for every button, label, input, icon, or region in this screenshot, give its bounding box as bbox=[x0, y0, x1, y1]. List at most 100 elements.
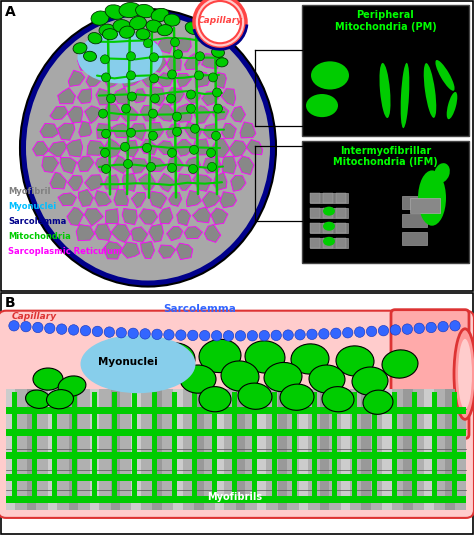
Polygon shape bbox=[213, 172, 227, 190]
Polygon shape bbox=[201, 91, 219, 105]
Polygon shape bbox=[150, 123, 164, 140]
Polygon shape bbox=[130, 158, 148, 173]
Bar bbox=[299, 389, 308, 510]
Polygon shape bbox=[50, 172, 67, 189]
Ellipse shape bbox=[51, 473, 57, 480]
Ellipse shape bbox=[309, 365, 345, 393]
Ellipse shape bbox=[71, 452, 78, 457]
Polygon shape bbox=[48, 141, 67, 157]
Ellipse shape bbox=[391, 452, 398, 457]
Ellipse shape bbox=[191, 430, 198, 435]
Bar bbox=[332, 392, 337, 503]
Polygon shape bbox=[42, 156, 59, 172]
Ellipse shape bbox=[391, 407, 398, 413]
Ellipse shape bbox=[136, 4, 155, 18]
Polygon shape bbox=[86, 71, 103, 87]
Ellipse shape bbox=[430, 430, 438, 435]
Polygon shape bbox=[177, 174, 192, 190]
Ellipse shape bbox=[91, 473, 98, 480]
Polygon shape bbox=[33, 141, 49, 156]
Ellipse shape bbox=[130, 430, 137, 435]
Ellipse shape bbox=[91, 496, 98, 502]
Ellipse shape bbox=[230, 473, 237, 480]
Polygon shape bbox=[113, 88, 128, 104]
Polygon shape bbox=[184, 52, 201, 70]
Ellipse shape bbox=[26, 15, 270, 280]
Ellipse shape bbox=[198, 28, 212, 40]
Ellipse shape bbox=[119, 26, 135, 39]
Text: B: B bbox=[5, 296, 16, 310]
Polygon shape bbox=[60, 157, 77, 174]
Ellipse shape bbox=[10, 496, 18, 502]
Circle shape bbox=[330, 328, 341, 339]
Polygon shape bbox=[141, 241, 155, 258]
Bar bbox=[323, 193, 333, 203]
Bar bbox=[6, 389, 466, 510]
Ellipse shape bbox=[230, 430, 237, 435]
Polygon shape bbox=[129, 124, 146, 141]
Circle shape bbox=[152, 329, 162, 340]
Ellipse shape bbox=[323, 207, 335, 216]
Ellipse shape bbox=[250, 407, 257, 413]
Ellipse shape bbox=[250, 430, 257, 435]
FancyBboxPatch shape bbox=[391, 310, 469, 439]
Polygon shape bbox=[84, 209, 103, 226]
Polygon shape bbox=[139, 209, 158, 224]
Polygon shape bbox=[177, 209, 191, 226]
Ellipse shape bbox=[51, 496, 57, 502]
Ellipse shape bbox=[51, 407, 57, 413]
Polygon shape bbox=[96, 88, 112, 105]
Ellipse shape bbox=[291, 496, 298, 502]
Circle shape bbox=[283, 330, 293, 340]
Ellipse shape bbox=[83, 51, 97, 62]
Polygon shape bbox=[156, 104, 175, 121]
Ellipse shape bbox=[230, 452, 237, 457]
Ellipse shape bbox=[210, 473, 218, 480]
Ellipse shape bbox=[51, 430, 57, 435]
Circle shape bbox=[176, 330, 186, 340]
Bar bbox=[292, 392, 297, 503]
Text: Myonuclei: Myonuclei bbox=[98, 357, 158, 367]
Polygon shape bbox=[240, 122, 256, 138]
Circle shape bbox=[450, 320, 460, 331]
Ellipse shape bbox=[99, 24, 115, 36]
Polygon shape bbox=[158, 173, 175, 192]
Ellipse shape bbox=[102, 29, 118, 40]
Ellipse shape bbox=[310, 496, 318, 502]
Text: Myofibril: Myofibril bbox=[8, 187, 51, 195]
Circle shape bbox=[378, 325, 389, 336]
Ellipse shape bbox=[151, 452, 157, 457]
Circle shape bbox=[208, 163, 217, 171]
Ellipse shape bbox=[271, 496, 277, 502]
Circle shape bbox=[200, 331, 210, 341]
Polygon shape bbox=[121, 71, 140, 87]
Circle shape bbox=[295, 330, 305, 340]
Polygon shape bbox=[192, 174, 212, 192]
Polygon shape bbox=[104, 174, 119, 189]
Bar bbox=[257, 389, 266, 510]
Circle shape bbox=[173, 127, 182, 136]
Ellipse shape bbox=[136, 29, 150, 40]
Circle shape bbox=[366, 326, 377, 337]
Polygon shape bbox=[246, 140, 263, 155]
Circle shape bbox=[140, 328, 150, 339]
Bar bbox=[12, 392, 17, 503]
Polygon shape bbox=[202, 191, 221, 209]
Ellipse shape bbox=[323, 237, 335, 246]
Bar bbox=[110, 389, 120, 510]
Bar bbox=[215, 389, 225, 510]
Circle shape bbox=[107, 94, 116, 103]
Text: Peripheral
Mitochondria (PM): Peripheral Mitochondria (PM) bbox=[335, 10, 437, 32]
Circle shape bbox=[148, 131, 157, 140]
Ellipse shape bbox=[458, 339, 472, 409]
Polygon shape bbox=[104, 71, 119, 88]
Polygon shape bbox=[176, 104, 192, 123]
Bar bbox=[132, 392, 137, 503]
Circle shape bbox=[101, 129, 110, 138]
Polygon shape bbox=[132, 89, 146, 103]
Polygon shape bbox=[156, 141, 173, 155]
Polygon shape bbox=[176, 38, 191, 52]
Text: Mitochondria: Mitochondria bbox=[8, 232, 71, 241]
Polygon shape bbox=[97, 124, 113, 139]
Circle shape bbox=[68, 325, 79, 335]
